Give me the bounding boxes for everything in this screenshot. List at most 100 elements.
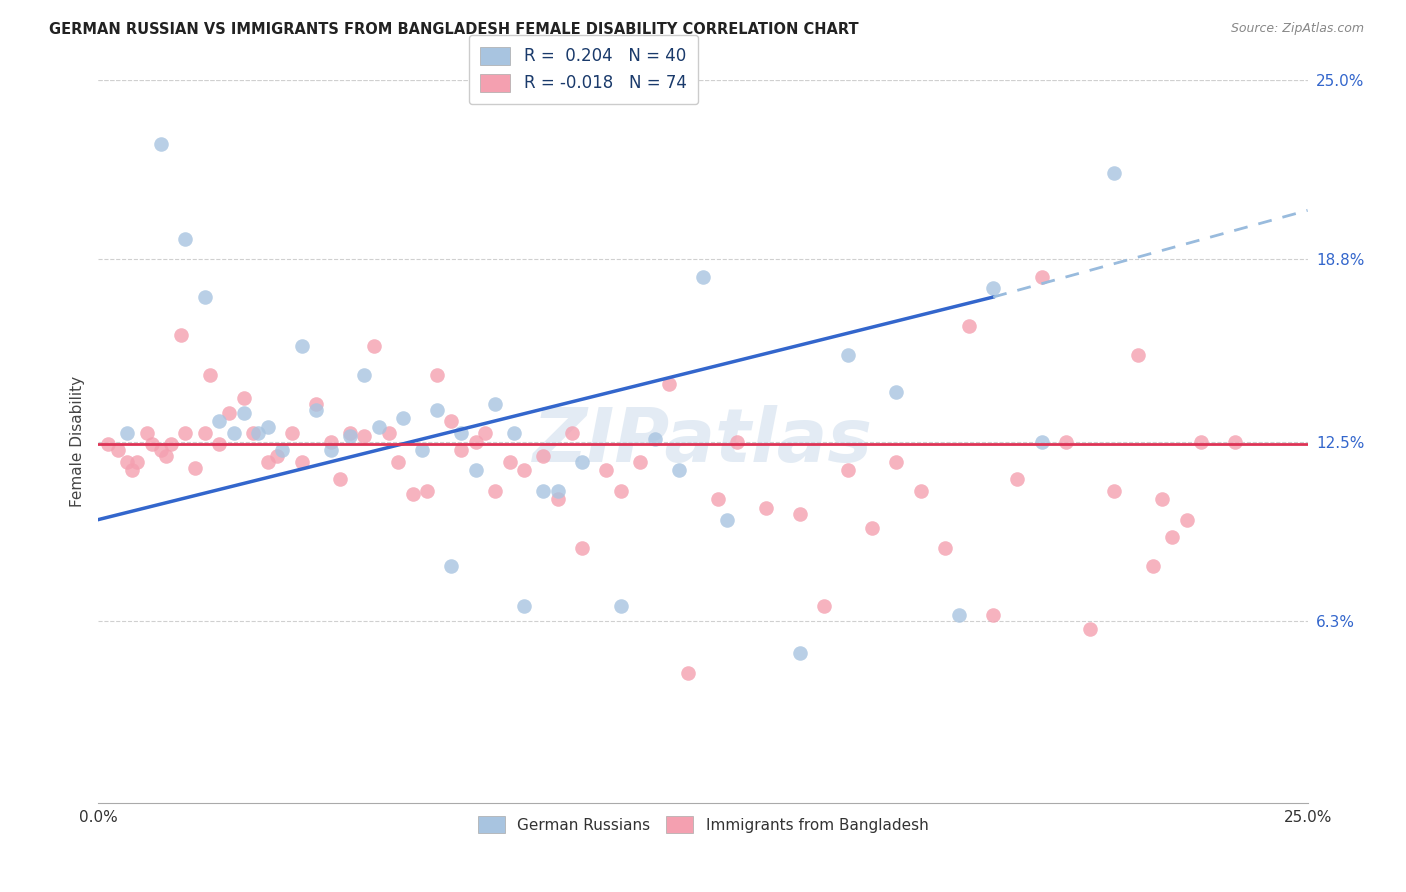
Point [160,437,183,451]
Point [644,432,666,446]
Point [440,558,463,573]
Point [232,391,254,405]
Point [886,385,908,400]
Point [242,425,264,440]
Point [353,368,375,382]
Point [150,136,173,151]
Point [464,463,486,477]
Point [426,368,449,382]
Point [513,463,536,477]
Point [305,397,328,411]
Point [595,463,617,477]
Point [256,455,278,469]
Text: Source: ZipAtlas.com: Source: ZipAtlas.com [1230,22,1364,36]
Point [402,486,425,500]
Point [256,420,278,434]
Point [271,443,294,458]
Point [169,327,191,342]
Point [127,455,149,469]
Point [948,607,970,622]
Point [1031,434,1053,449]
Point [484,483,506,498]
Point [1161,530,1184,544]
Point [934,541,956,556]
Point [1007,472,1029,486]
Point [135,425,157,440]
Point [208,437,231,451]
Point [1189,434,1212,449]
Point [194,425,217,440]
Point [484,397,506,411]
Point [860,521,883,535]
Point [392,411,415,425]
Point [440,414,463,428]
Point [628,455,651,469]
Point [610,599,633,614]
Point [208,414,231,428]
Point [198,368,221,382]
Y-axis label: Female Disability: Female Disability [69,376,84,508]
Point [377,425,399,440]
Point [184,460,207,475]
Point [464,434,486,449]
Point [678,665,700,680]
Point [117,425,139,440]
Point [513,599,536,614]
Point [266,449,288,463]
Point [706,492,728,507]
Point [910,483,932,498]
Point [387,455,409,469]
Point [290,455,312,469]
Point [1102,166,1125,180]
Point [1054,434,1077,449]
Point [498,455,520,469]
Point [319,443,342,458]
Point [789,507,811,521]
Point [368,420,391,434]
Point [411,443,433,458]
Point [107,443,129,458]
Point [416,483,439,498]
Point [155,449,177,463]
Point [571,455,593,469]
Point [363,339,385,353]
Point [450,443,472,458]
Point [789,646,811,660]
Text: GERMAN RUSSIAN VS IMMIGRANTS FROM BANGLADESH FEMALE DISABILITY CORRELATION CHART: GERMAN RUSSIAN VS IMMIGRANTS FROM BANGLA… [49,22,859,37]
Legend: German Russians, Immigrants from Bangladesh: German Russians, Immigrants from Banglad… [468,807,938,842]
Point [957,318,980,333]
Point [339,425,361,440]
Point [755,501,778,516]
Point [668,463,690,477]
Point [547,483,569,498]
Point [561,425,583,440]
Point [319,434,342,449]
Point [658,376,681,391]
Point [150,443,173,458]
Point [194,290,217,304]
Text: ZIPatlas: ZIPatlas [533,405,873,478]
Point [174,232,197,246]
Point [1102,483,1125,498]
Point [1078,623,1101,637]
Point [837,348,859,362]
Point [121,463,143,477]
Point [610,483,633,498]
Point [290,339,312,353]
Point [450,425,472,440]
Point [716,512,738,526]
Point [725,434,748,449]
Point [1128,348,1150,362]
Point [305,402,328,417]
Point [813,599,835,614]
Point [886,455,908,469]
Point [281,425,304,440]
Point [503,425,526,440]
Point [981,607,1004,622]
Point [547,492,569,507]
Point [1175,512,1198,526]
Point [531,483,554,498]
Point [247,425,270,440]
Point [329,472,352,486]
Point [232,406,254,420]
